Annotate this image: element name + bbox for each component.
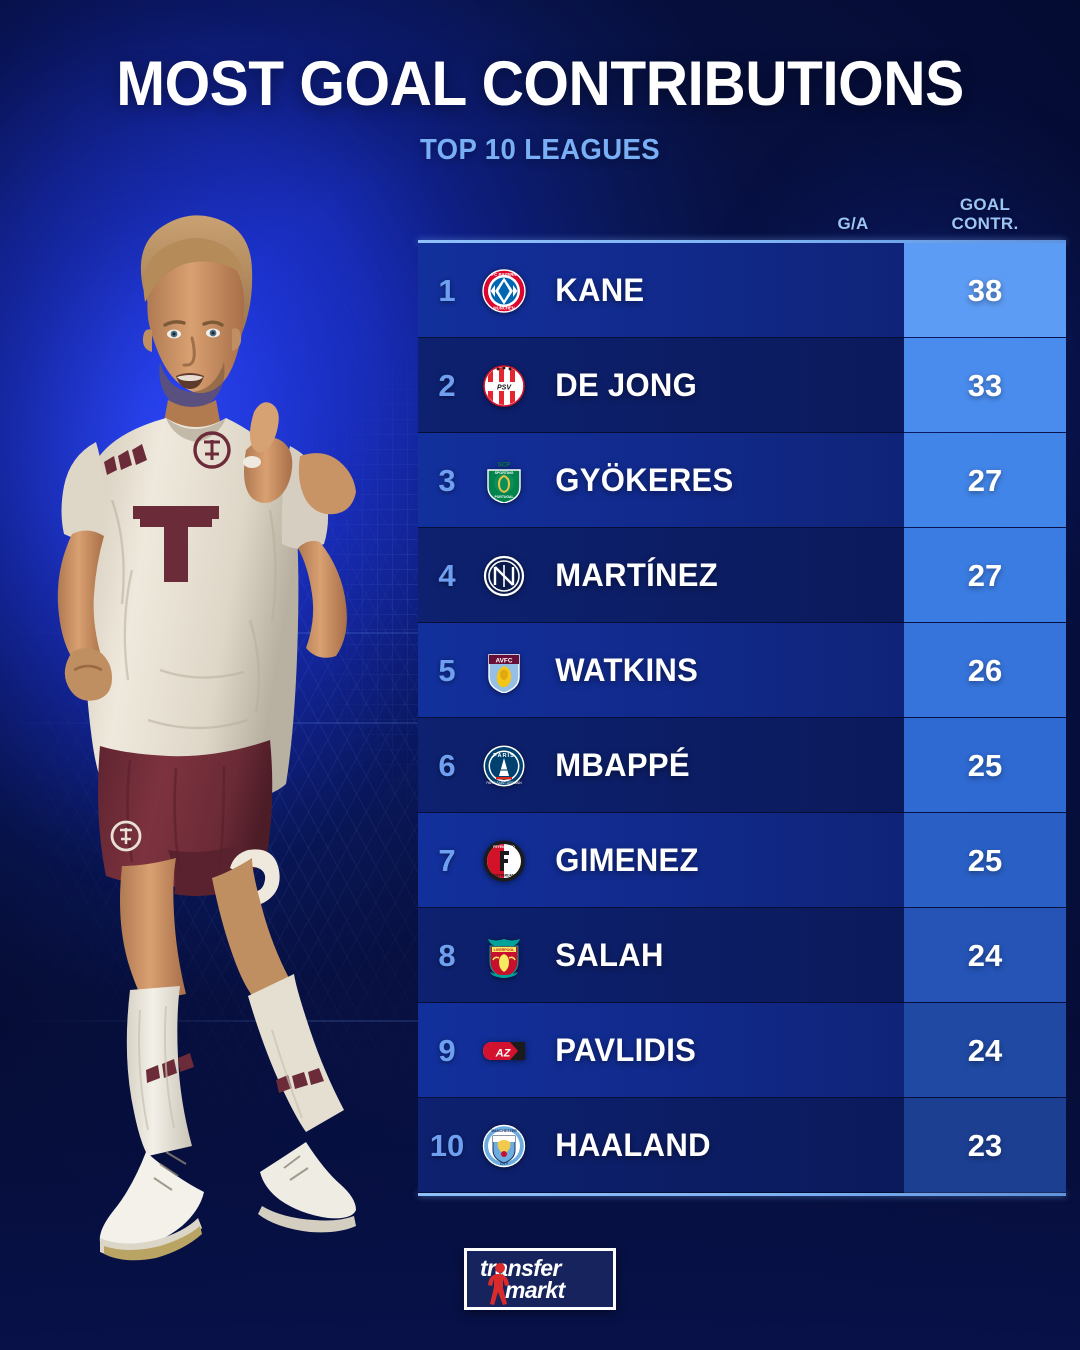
player-name: GIMENEZ — [555, 842, 699, 878]
column-header-goal-contributions: GOAL CONTR. — [910, 195, 1060, 234]
sponsor-logo-telekom — [133, 506, 219, 582]
rank-number: 7 — [438, 842, 456, 878]
table-bottom-divider — [418, 1193, 1066, 1196]
table-body: 1 KANE 30/8 38 2 DE JONG 22/11 33 3 GYÖKERES 19/8 2… — [418, 243, 1066, 1193]
club-crest-az-alkmaar — [476, 1029, 532, 1073]
rankings-table: G/A GOAL CONTR. 1 KANE 30/8 38 2 DE JONG 22/11… — [418, 168, 1066, 1196]
column-header-goal-line2: CONTR. — [951, 214, 1019, 234]
table-row[interactable]: 8 SALAH 15/9 24 — [418, 908, 1066, 1003]
player-shorts — [98, 740, 280, 906]
boot-laces — [153, 1151, 309, 1191]
player-socks — [126, 974, 344, 1156]
rank-number: 2 — [438, 367, 456, 403]
club-crest-sporting-cp — [476, 459, 532, 503]
goal-contributions-value: 24 — [904, 908, 1066, 1003]
goal-contributions-value: 33 — [904, 338, 1066, 433]
rank-number: 3 — [438, 462, 456, 498]
club-crest-feyenoord — [476, 839, 532, 883]
player-shirt — [61, 418, 329, 808]
club-crest-manchester-city — [476, 1124, 532, 1168]
rank-number: 9 — [438, 1032, 456, 1068]
table-row[interactable]: 6 MBAPPÉ 21/4 25 — [418, 718, 1066, 813]
player-name: MBAPPÉ — [555, 747, 690, 783]
header: MOST GOAL CONTRIBUTIONS TOP 10 LEAGUES — [0, 0, 1080, 167]
player-name: KANE — [555, 272, 645, 308]
table-row[interactable]: 1 KANE 30/8 38 — [418, 243, 1066, 338]
club-crest-paris-saint-germain — [476, 744, 532, 788]
page-title: MOST GOAL CONTRIBUTIONS — [116, 49, 964, 119]
column-header-goal-line1: GOAL — [959, 194, 1011, 214]
footer: transfer markt — [0, 1248, 1080, 1310]
player-name: MARTÍNEZ — [555, 557, 718, 593]
page-subtitle: TOP 10 LEAGUES — [419, 134, 661, 166]
player-arm-left — [57, 530, 112, 701]
table-top-divider — [418, 240, 1066, 243]
shorts-number-9 — [230, 849, 280, 906]
player-thumb — [249, 402, 279, 453]
goal-contributions-value: 38 — [904, 243, 1066, 338]
player-legs — [120, 858, 290, 1002]
rank-number: 10 — [429, 1127, 465, 1163]
logo-text-transfer: transfer — [480, 1254, 561, 1281]
table-column-headers: G/A GOAL CONTR. — [418, 168, 1066, 240]
player-head — [140, 215, 253, 411]
table-row[interactable]: 10 HAALAND 18/5 23 — [418, 1098, 1066, 1193]
table-row[interactable]: 4 MARTÍNEZ 23/4 27 — [418, 528, 1066, 623]
table-row[interactable]: 2 DE JONG 22/11 33 — [418, 338, 1066, 433]
rank-number: 1 — [438, 272, 456, 308]
goal-contributions-value: 27 — [904, 528, 1066, 623]
goal-contributions-value: 23 — [904, 1098, 1066, 1193]
table-row[interactable]: 3 GYÖKERES 19/8 27 — [418, 433, 1066, 528]
table-row[interactable]: 9 PAVLIDIS 22/2 24 — [418, 1003, 1066, 1098]
club-crest-inter-milan — [476, 554, 532, 598]
player-photo-harry-kane — [0, 150, 430, 1350]
player-illustration — [57, 215, 356, 1261]
shorts-club-crest — [110, 820, 142, 852]
table-row[interactable]: 5 WATKINS 16/10 26 — [418, 623, 1066, 718]
player-ring — [243, 456, 261, 468]
rank-number: 8 — [438, 937, 456, 973]
player-name: DE JONG — [555, 367, 698, 403]
shirt-club-crest — [193, 431, 231, 469]
player-arm-right — [243, 402, 356, 658]
player-boots — [99, 1142, 356, 1261]
player-name: WATKINS — [555, 652, 699, 688]
goal-contributions-value: 26 — [904, 623, 1066, 718]
rank-number: 4 — [438, 557, 456, 593]
transfermarkt-logo: transfer markt — [464, 1248, 616, 1310]
club-crest-bayern-munich — [476, 268, 532, 313]
adidas-logo — [104, 444, 147, 475]
goal-contributions-value: 25 — [904, 813, 1066, 908]
column-header-ga: G/A — [837, 214, 869, 234]
goal-contributions-value: 25 — [904, 718, 1066, 813]
club-crest-liverpool — [476, 934, 532, 978]
logo-player-figure-icon — [488, 1263, 509, 1305]
player-name: GYÖKERES — [555, 462, 734, 498]
club-crest-psv-eindhoven — [476, 364, 532, 408]
club-crest-aston-villa — [476, 649, 532, 693]
rank-number: 6 — [438, 747, 456, 783]
player-name: SALAH — [555, 937, 664, 973]
logo-text-markt: markt — [505, 1277, 565, 1303]
rank-number: 5 — [438, 652, 456, 688]
player-name: HAALAND — [555, 1127, 711, 1163]
goal-contributions-value: 24 — [904, 1003, 1066, 1098]
table-row[interactable]: 7 GIMENEZ 21/4 25 — [418, 813, 1066, 908]
goal-contributions-value: 27 — [904, 433, 1066, 528]
player-name: PAVLIDIS — [555, 1032, 697, 1068]
